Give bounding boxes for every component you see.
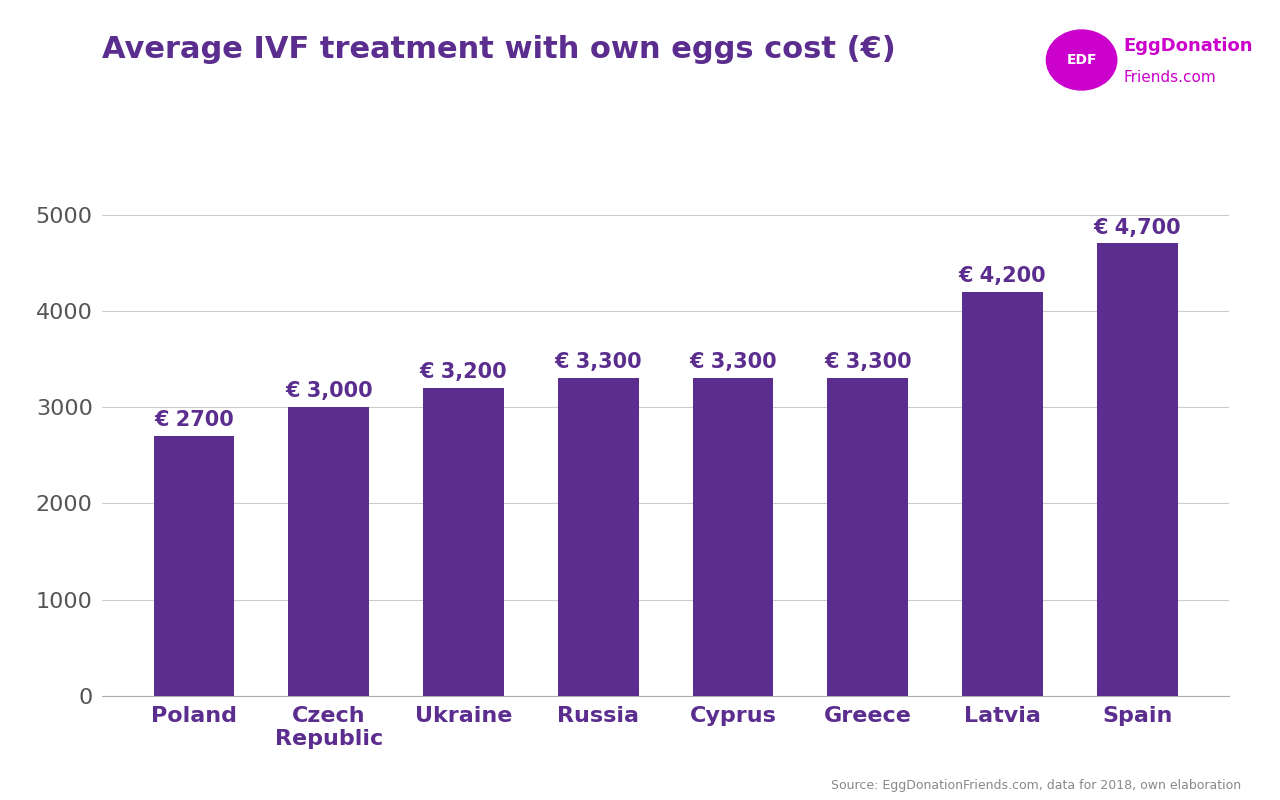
Bar [827, 378, 908, 696]
Text: EggDonation: EggDonation [1124, 37, 1253, 54]
Bar [1097, 243, 1178, 696]
Text: € 2700: € 2700 [154, 410, 234, 430]
Text: Source: EggDonationFriends.com, data for 2018, own elaboration: Source: EggDonationFriends.com, data for… [832, 779, 1242, 792]
Text: € 4,200: € 4,200 [959, 266, 1046, 286]
Text: € 4,700: € 4,700 [1093, 218, 1181, 238]
Bar [288, 407, 369, 696]
Bar [424, 388, 504, 696]
Text: € 3,200: € 3,200 [420, 362, 507, 382]
Text: EDF: EDF [1066, 53, 1097, 67]
Text: Average IVF treatment with own eggs cost (€): Average IVF treatment with own eggs cost… [102, 35, 896, 64]
Bar [692, 378, 773, 696]
Text: € 3,300: € 3,300 [554, 353, 643, 373]
Text: € 3,300: € 3,300 [824, 353, 911, 373]
Bar [154, 436, 234, 696]
Text: € 3,300: € 3,300 [689, 353, 777, 373]
Bar [963, 291, 1043, 696]
Text: Friends.com: Friends.com [1124, 70, 1216, 85]
Text: € 3,000: € 3,000 [285, 382, 372, 402]
Bar [558, 378, 639, 696]
